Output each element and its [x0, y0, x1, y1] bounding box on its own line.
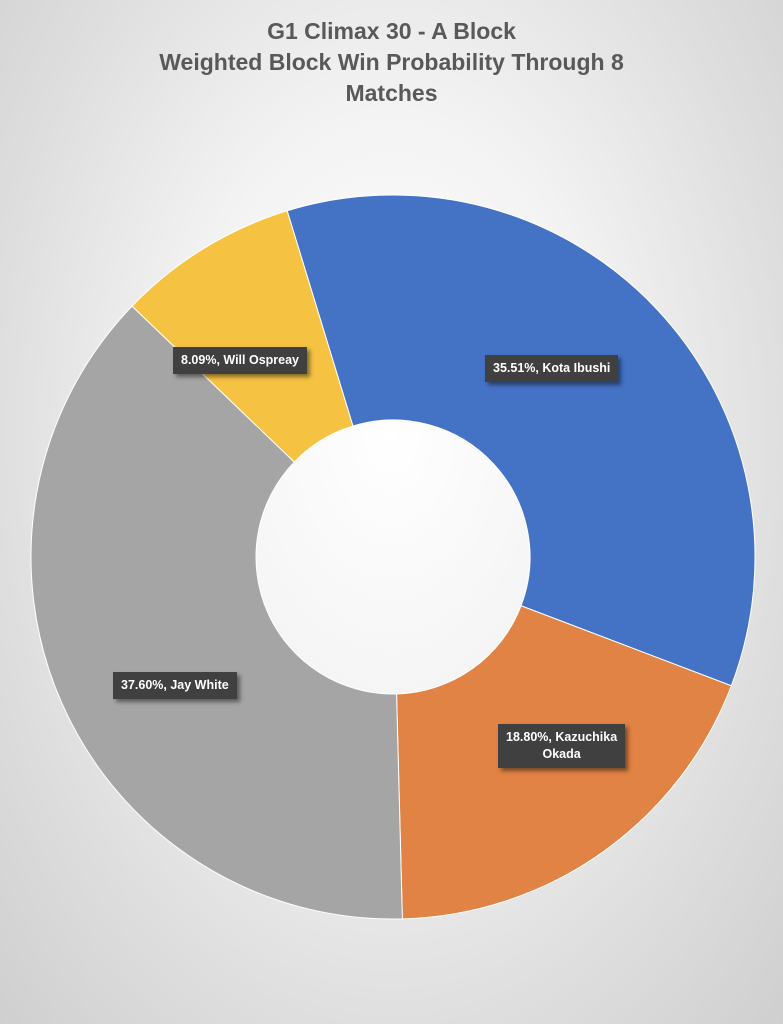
chart-title-line-1: G1 Climax 30 - A Block: [267, 18, 516, 44]
data-label-line: 37.60%, Jay White: [121, 678, 229, 692]
data-label-will-ospreay: 8.09%, Will Ospreay: [173, 347, 307, 374]
data-label-line: 8.09%, Will Ospreay: [181, 353, 299, 367]
slice-jay-white: [30, 305, 403, 920]
slice-kota-ibushi: [286, 194, 756, 687]
data-label-line: 35.51%, Kota Ibushi: [493, 361, 611, 375]
chart-title-line-3: Matches: [345, 80, 438, 106]
data-label-kota-ibushi: 35.51%, Kota Ibushi: [485, 355, 619, 382]
slice-will-ospreay: [131, 210, 354, 463]
data-label-line: 18.80%, Kazuchika: [506, 730, 618, 744]
data-label-kazuchika-okada: 18.80%, Kazuchika Okada: [498, 724, 626, 768]
data-label-jay-white: 37.60%, Jay White: [113, 672, 237, 699]
data-label-line: Okada: [542, 747, 581, 761]
doughnut-slices: [30, 194, 756, 920]
chart-title-line-2: Weighted Block Win Probability Through 8: [159, 49, 624, 75]
chart-title: G1 Climax 30 - A Block Weighted Block Wi…: [70, 16, 713, 109]
